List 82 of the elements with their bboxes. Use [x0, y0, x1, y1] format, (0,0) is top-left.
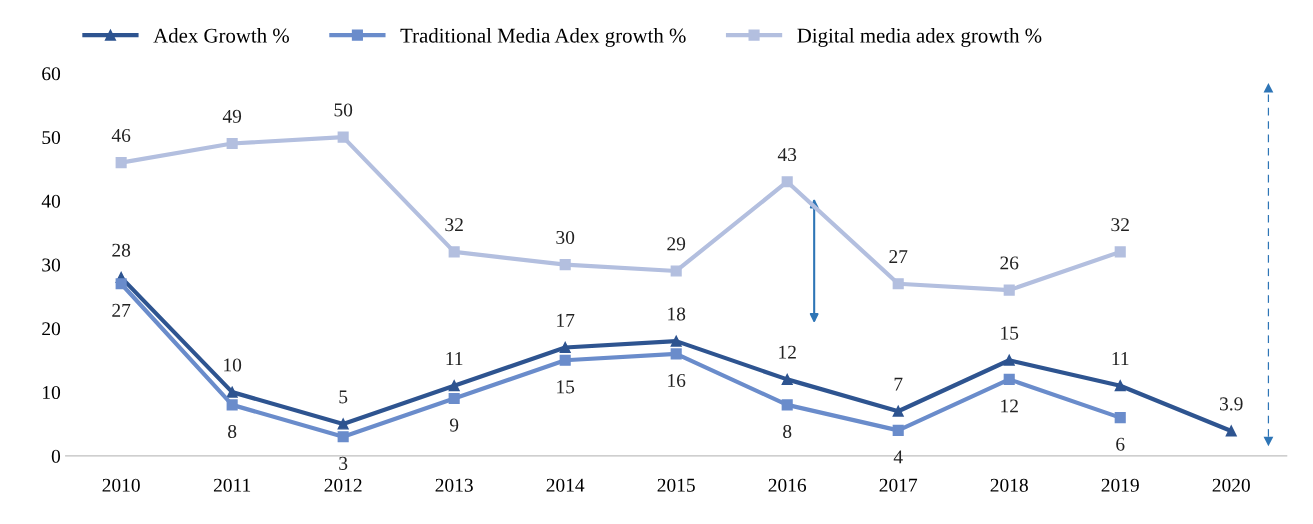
data-label: 8: [783, 424, 792, 439]
point: [559, 341, 571, 354]
point: [337, 418, 349, 430]
point: [892, 278, 904, 290]
data-label: 11: [446, 352, 463, 365]
data-label: 3.9: [1220, 397, 1243, 411]
point: [226, 399, 238, 411]
point: [1114, 412, 1126, 424]
point: [226, 386, 238, 398]
data-label: 4: [893, 450, 903, 464]
data-label: 17: [557, 313, 575, 327]
y-tick-label: 10: [43, 385, 61, 400]
data-label: 12: [779, 345, 796, 359]
y-tick-label: 40: [41, 194, 61, 208]
point: [781, 373, 793, 385]
point: [226, 137, 238, 150]
data-label: 30: [556, 230, 575, 244]
data-label: 7: [894, 377, 903, 391]
point: [337, 131, 349, 143]
data-label: 27: [112, 303, 131, 317]
data-label: 32: [445, 218, 463, 232]
data-label: 29: [667, 237, 686, 251]
data-label: 10: [224, 358, 242, 372]
legend-label: Adex Growth %: [153, 28, 289, 43]
x-tick-label: 2016: [768, 478, 807, 492]
point: [892, 405, 904, 417]
x-tick-label: 2012: [324, 478, 362, 492]
point: [115, 278, 127, 290]
point: [115, 157, 127, 169]
legend-label: Traditional Media Adex growth %: [400, 28, 686, 47]
point: [1114, 380, 1126, 392]
point: [670, 348, 682, 360]
data-label: 18: [668, 307, 686, 321]
data-label: 28: [112, 243, 131, 257]
y-tick-label: 20: [42, 322, 61, 336]
data-label: 15: [1001, 326, 1019, 340]
data-label: 49: [222, 109, 242, 123]
data-label: 9: [449, 418, 459, 432]
x-tick-label: 2010: [102, 478, 140, 492]
data-label: 3: [339, 456, 348, 470]
point: [1003, 284, 1015, 296]
data-label: 16: [668, 373, 686, 387]
data-label: 43: [777, 148, 797, 162]
data-label: 15: [557, 380, 575, 394]
point: [448, 380, 460, 392]
point: [670, 265, 682, 277]
y-tick-label: 50: [42, 130, 61, 145]
point: [448, 392, 460, 405]
data-label: 50: [334, 103, 353, 117]
data-label: 46: [111, 128, 131, 142]
x-tick-label: 2013: [435, 478, 473, 492]
data-label: 12: [1001, 399, 1018, 413]
point: [559, 259, 571, 271]
x-tick-label: 2019: [1101, 478, 1139, 492]
data-label: 11: [1112, 352, 1129, 365]
point: [1225, 425, 1237, 437]
point: [1003, 373, 1015, 385]
point: [892, 424, 904, 436]
point: [1114, 246, 1126, 258]
point: [781, 399, 793, 411]
x-tick-label: 2015: [657, 478, 695, 492]
point: [781, 176, 793, 188]
data-label: 8: [228, 424, 237, 439]
point: [1003, 354, 1015, 366]
point: [559, 354, 571, 366]
x-tick-label: 2011: [213, 478, 251, 492]
y-tick-label: 60: [42, 67, 61, 81]
data-label: 6: [1116, 437, 1125, 451]
x-tick-label: 2017: [879, 478, 918, 492]
y-tick-label: 30: [42, 258, 61, 272]
data-label: 32: [1111, 218, 1129, 232]
y-tick-label: 0: [51, 449, 61, 463]
point: [448, 246, 460, 258]
x-tick-label: 2014: [546, 478, 585, 492]
x-tick-label: 2018: [990, 478, 1028, 492]
point: [337, 431, 349, 443]
x-tick-label: 2020: [1212, 478, 1250, 492]
data-label: 27: [889, 250, 908, 263]
point: [670, 335, 682, 347]
data-label: 26: [1000, 256, 1019, 270]
data-label: 5: [339, 390, 348, 404]
legend-label: Digital media adex growth %: [797, 28, 1042, 47]
